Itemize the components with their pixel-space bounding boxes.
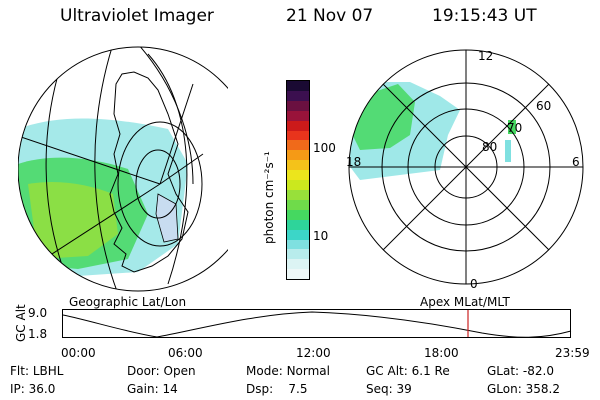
colorbar-segment	[287, 199, 309, 210]
colorbar-segment	[287, 120, 309, 131]
colorbar-segment	[287, 150, 309, 161]
observation-date: 21 Nov 07	[286, 6, 374, 26]
colorbar-segment	[287, 110, 309, 121]
colorbar-segment	[287, 180, 309, 190]
colorbar-segment	[287, 219, 309, 230]
altitude-tick-9: 9.0	[28, 306, 48, 320]
instrument-title: Ultraviolet Imager	[60, 6, 214, 26]
altitude-tick-1-8: 1.8	[28, 327, 48, 341]
colorbar-segment	[287, 140, 309, 151]
time-tick-1200: 12:00	[296, 346, 331, 360]
colorbar-segment	[287, 100, 309, 111]
colorbar-tick-100: 100	[313, 141, 336, 155]
gc-alt-info: GC Alt: 6.1 Re	[366, 364, 450, 378]
colorbar-segment	[287, 269, 309, 280]
colorbar	[286, 80, 310, 280]
colorbar-segment	[287, 249, 309, 260]
colorbar-segment	[287, 81, 309, 91]
colorbar-segment	[287, 130, 309, 141]
mlt-label-18: 18	[346, 155, 361, 169]
colorbar-segment	[287, 209, 309, 220]
glat-info: GLat: -82.0	[487, 364, 554, 378]
door-info: Door: Open	[127, 364, 196, 378]
glon-info: GLon: 358.2	[487, 382, 560, 396]
mlat-label-60: 60	[536, 99, 551, 113]
mlat-label-80: 80	[482, 140, 497, 154]
geographic-panel-label: Geographic Lat/Lon	[69, 295, 187, 309]
colorbar-tick-10: 10	[313, 229, 329, 243]
observation-time: 19:15:43 UT	[432, 6, 537, 26]
colorbar-segment	[287, 170, 309, 181]
colorbar-segment	[287, 259, 309, 270]
mode-info: Mode: Normal	[246, 364, 330, 378]
filter-info: Flt: LBHL	[10, 364, 64, 378]
mlt-label-6: 6	[572, 155, 580, 169]
altitude-axis-label: GC Alt	[14, 304, 28, 342]
colorbar-segment	[287, 160, 309, 171]
apex-panel-label: Apex MLat/MLT	[420, 295, 510, 309]
seq-info: Seq: 39	[366, 382, 412, 396]
colorbar-unit-label: photon cm⁻²s⁻¹	[262, 151, 276, 244]
colorbar-segment	[287, 229, 309, 240]
geographic-map	[18, 46, 228, 292]
altitude-plot	[62, 309, 572, 338]
dsp-info: Dsp: 7.5	[246, 382, 308, 396]
mlt-label-0: 0	[470, 277, 478, 291]
mlat-label-70: 70	[507, 121, 522, 135]
colorbar-segment	[287, 90, 309, 101]
colorbar-segment	[287, 239, 309, 250]
apex-polar-plot: 12 18 6 0 80 70 60	[346, 49, 584, 291]
time-tick-1800: 18:00	[424, 346, 459, 360]
colorbar-segment	[287, 189, 309, 200]
gain-info: Gain: 14	[127, 382, 178, 396]
ip-info: IP: 36.0	[10, 382, 56, 396]
mlt-label-12: 12	[478, 49, 493, 63]
time-tick-0600: 06:00	[168, 346, 203, 360]
time-tick-2359: 23:59	[555, 346, 590, 360]
time-tick-0000: 00:00	[61, 346, 96, 360]
